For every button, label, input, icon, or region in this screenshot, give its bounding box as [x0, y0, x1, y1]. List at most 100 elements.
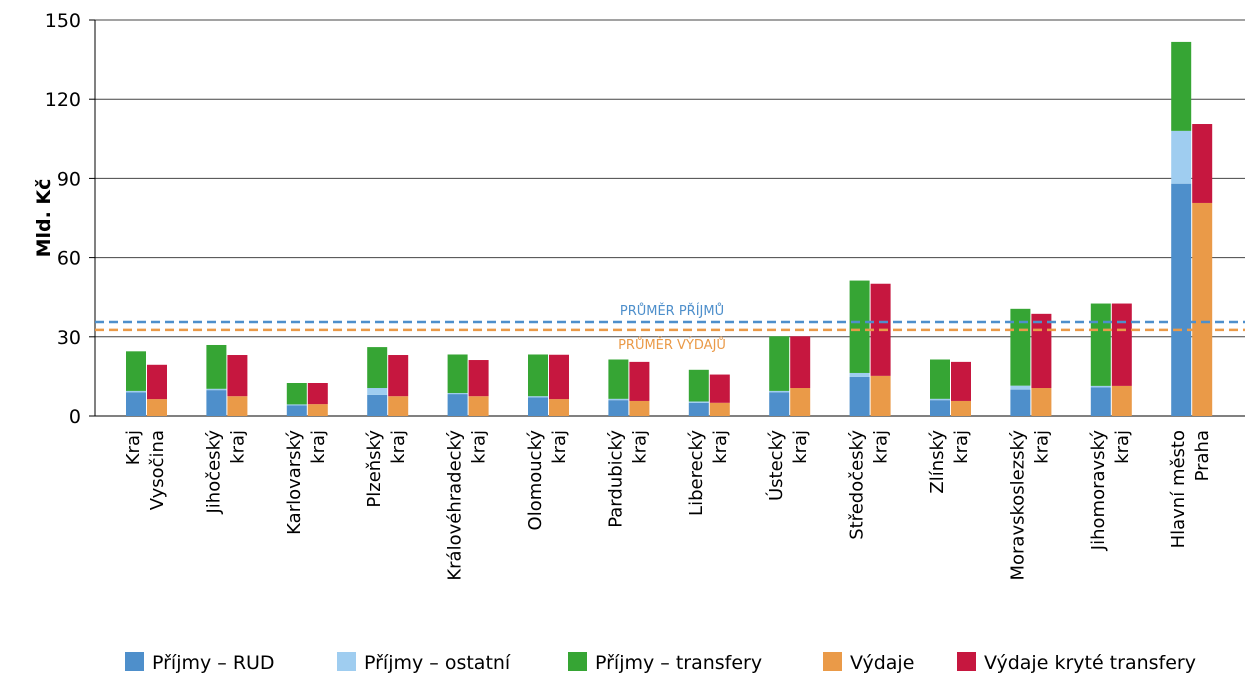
- x-tick-label: kraj: [549, 430, 570, 464]
- x-tick-label: kraj: [790, 430, 811, 464]
- legend-label: Výdaje: [850, 652, 914, 673]
- bar-segment: [629, 361, 650, 401]
- bar-segment: [388, 396, 409, 416]
- x-tick-label: Liberecký: [686, 430, 707, 516]
- bar-segment: [227, 396, 248, 416]
- bar-segment: [206, 390, 227, 416]
- bar-segment: [468, 360, 489, 397]
- x-tick-label: kraj: [871, 430, 892, 464]
- bar-segment: [951, 400, 971, 416]
- bar-segment: [307, 383, 328, 405]
- bar-segment: [608, 359, 629, 399]
- bar-segment: [1111, 385, 1132, 416]
- x-tick-label: kraj: [629, 430, 650, 464]
- bar-segment: [688, 369, 709, 402]
- y-tick-label: 0: [69, 406, 81, 428]
- x-tick-label: Ústecký: [765, 430, 787, 501]
- x-tick-label: kraj: [1112, 430, 1133, 464]
- bar-segment: [608, 398, 629, 401]
- bar-segment: [1171, 41, 1192, 131]
- legend-swatch: [337, 652, 356, 671]
- legend-label: Příjmy – ostatní: [364, 652, 511, 673]
- bar-segment: [447, 393, 468, 395]
- bar-segment: [629, 400, 650, 416]
- bar-segment: [367, 347, 388, 389]
- bar-segment: [930, 400, 950, 416]
- bar-segment: [528, 397, 548, 416]
- bar-segment: [549, 399, 569, 416]
- bar-segment: [849, 372, 870, 377]
- x-tick-label: Jihočeský: [203, 430, 224, 515]
- bar-segment: [447, 354, 468, 394]
- y-tick-label: 120: [45, 89, 81, 111]
- y-tick-label: 30: [57, 327, 81, 349]
- bar-segment: [528, 354, 548, 397]
- bar-segment: [849, 280, 870, 373]
- average-label: PRŮMĚR PŘÍJMŮ: [620, 303, 724, 319]
- x-tick-label: kraj: [388, 430, 409, 464]
- bar-segment: [549, 354, 569, 400]
- x-tick-label: kraj: [1031, 430, 1052, 464]
- bar-segment: [447, 394, 468, 416]
- bar-segment: [147, 399, 167, 416]
- legend-swatch: [125, 652, 144, 671]
- bar-segment: [1031, 313, 1052, 389]
- bar-segment: [227, 355, 248, 397]
- x-tick-label: kraj: [308, 430, 329, 464]
- bar-segment: [870, 375, 891, 416]
- x-tick-label: kraj: [227, 430, 248, 464]
- x-tick-label: Vysočina: [147, 430, 168, 510]
- bar-segment: [1192, 124, 1213, 203]
- legend-swatch: [568, 652, 587, 671]
- bar-segment: [286, 383, 307, 405]
- bar-segment: [1111, 303, 1132, 386]
- bar-segment: [126, 351, 146, 391]
- y-tick-label: 150: [45, 10, 81, 32]
- x-tick-label: Středočeský: [847, 430, 868, 540]
- x-tick-label: Jihomoravský: [1088, 430, 1109, 552]
- y-tick-label: 90: [57, 168, 81, 190]
- bar-segment: [286, 405, 307, 416]
- legend-label: Příjmy – RUD: [152, 652, 275, 673]
- bar-segment: [1090, 303, 1111, 386]
- bar-segment: [1171, 130, 1192, 184]
- bar-segment: [769, 390, 790, 393]
- legend-label: Výdaje kryté transfery: [984, 652, 1196, 673]
- bar-segment: [1010, 308, 1031, 386]
- bar-segment: [1171, 183, 1192, 416]
- bar-segment: [1031, 388, 1052, 416]
- bar-segment: [709, 402, 730, 416]
- legend-label: Příjmy – transfery: [595, 652, 762, 673]
- bar-segment: [849, 376, 870, 416]
- x-tick-label: Moravskoslezský: [1007, 430, 1028, 581]
- x-tick-label: Praha: [1192, 430, 1213, 481]
- x-tick-label: Kraj: [123, 430, 144, 465]
- bar-segment: [688, 402, 709, 416]
- bar-segment: [930, 359, 950, 399]
- x-tick-label: Královéhradecký: [445, 430, 466, 581]
- x-tick-label: Zlínský: [927, 430, 948, 494]
- average-label: PRŮMĚR VÝDAJŮ: [618, 337, 726, 353]
- bar-segment: [367, 394, 388, 416]
- bar-segment: [769, 336, 790, 391]
- legend-swatch: [957, 652, 976, 671]
- x-tick-label: kraj: [710, 430, 731, 464]
- bar-segment: [790, 388, 811, 416]
- bar-segment: [951, 361, 971, 401]
- bar-segment: [367, 388, 388, 395]
- bar-segment: [688, 401, 709, 403]
- bar-segment: [206, 344, 227, 389]
- bar-segment: [709, 374, 730, 403]
- bar-segment: [126, 390, 146, 393]
- bar-segment: [307, 404, 328, 416]
- bar-segment: [468, 396, 489, 416]
- bar-segment: [769, 392, 790, 416]
- bar-segment: [1010, 389, 1031, 416]
- legend-swatch: [823, 652, 842, 671]
- x-tick-label: Pardubický: [605, 430, 626, 528]
- bar-segment: [206, 388, 227, 391]
- x-tick-label: kraj: [469, 430, 490, 464]
- y-tick-label: 60: [57, 248, 81, 270]
- bar-segment: [790, 336, 811, 389]
